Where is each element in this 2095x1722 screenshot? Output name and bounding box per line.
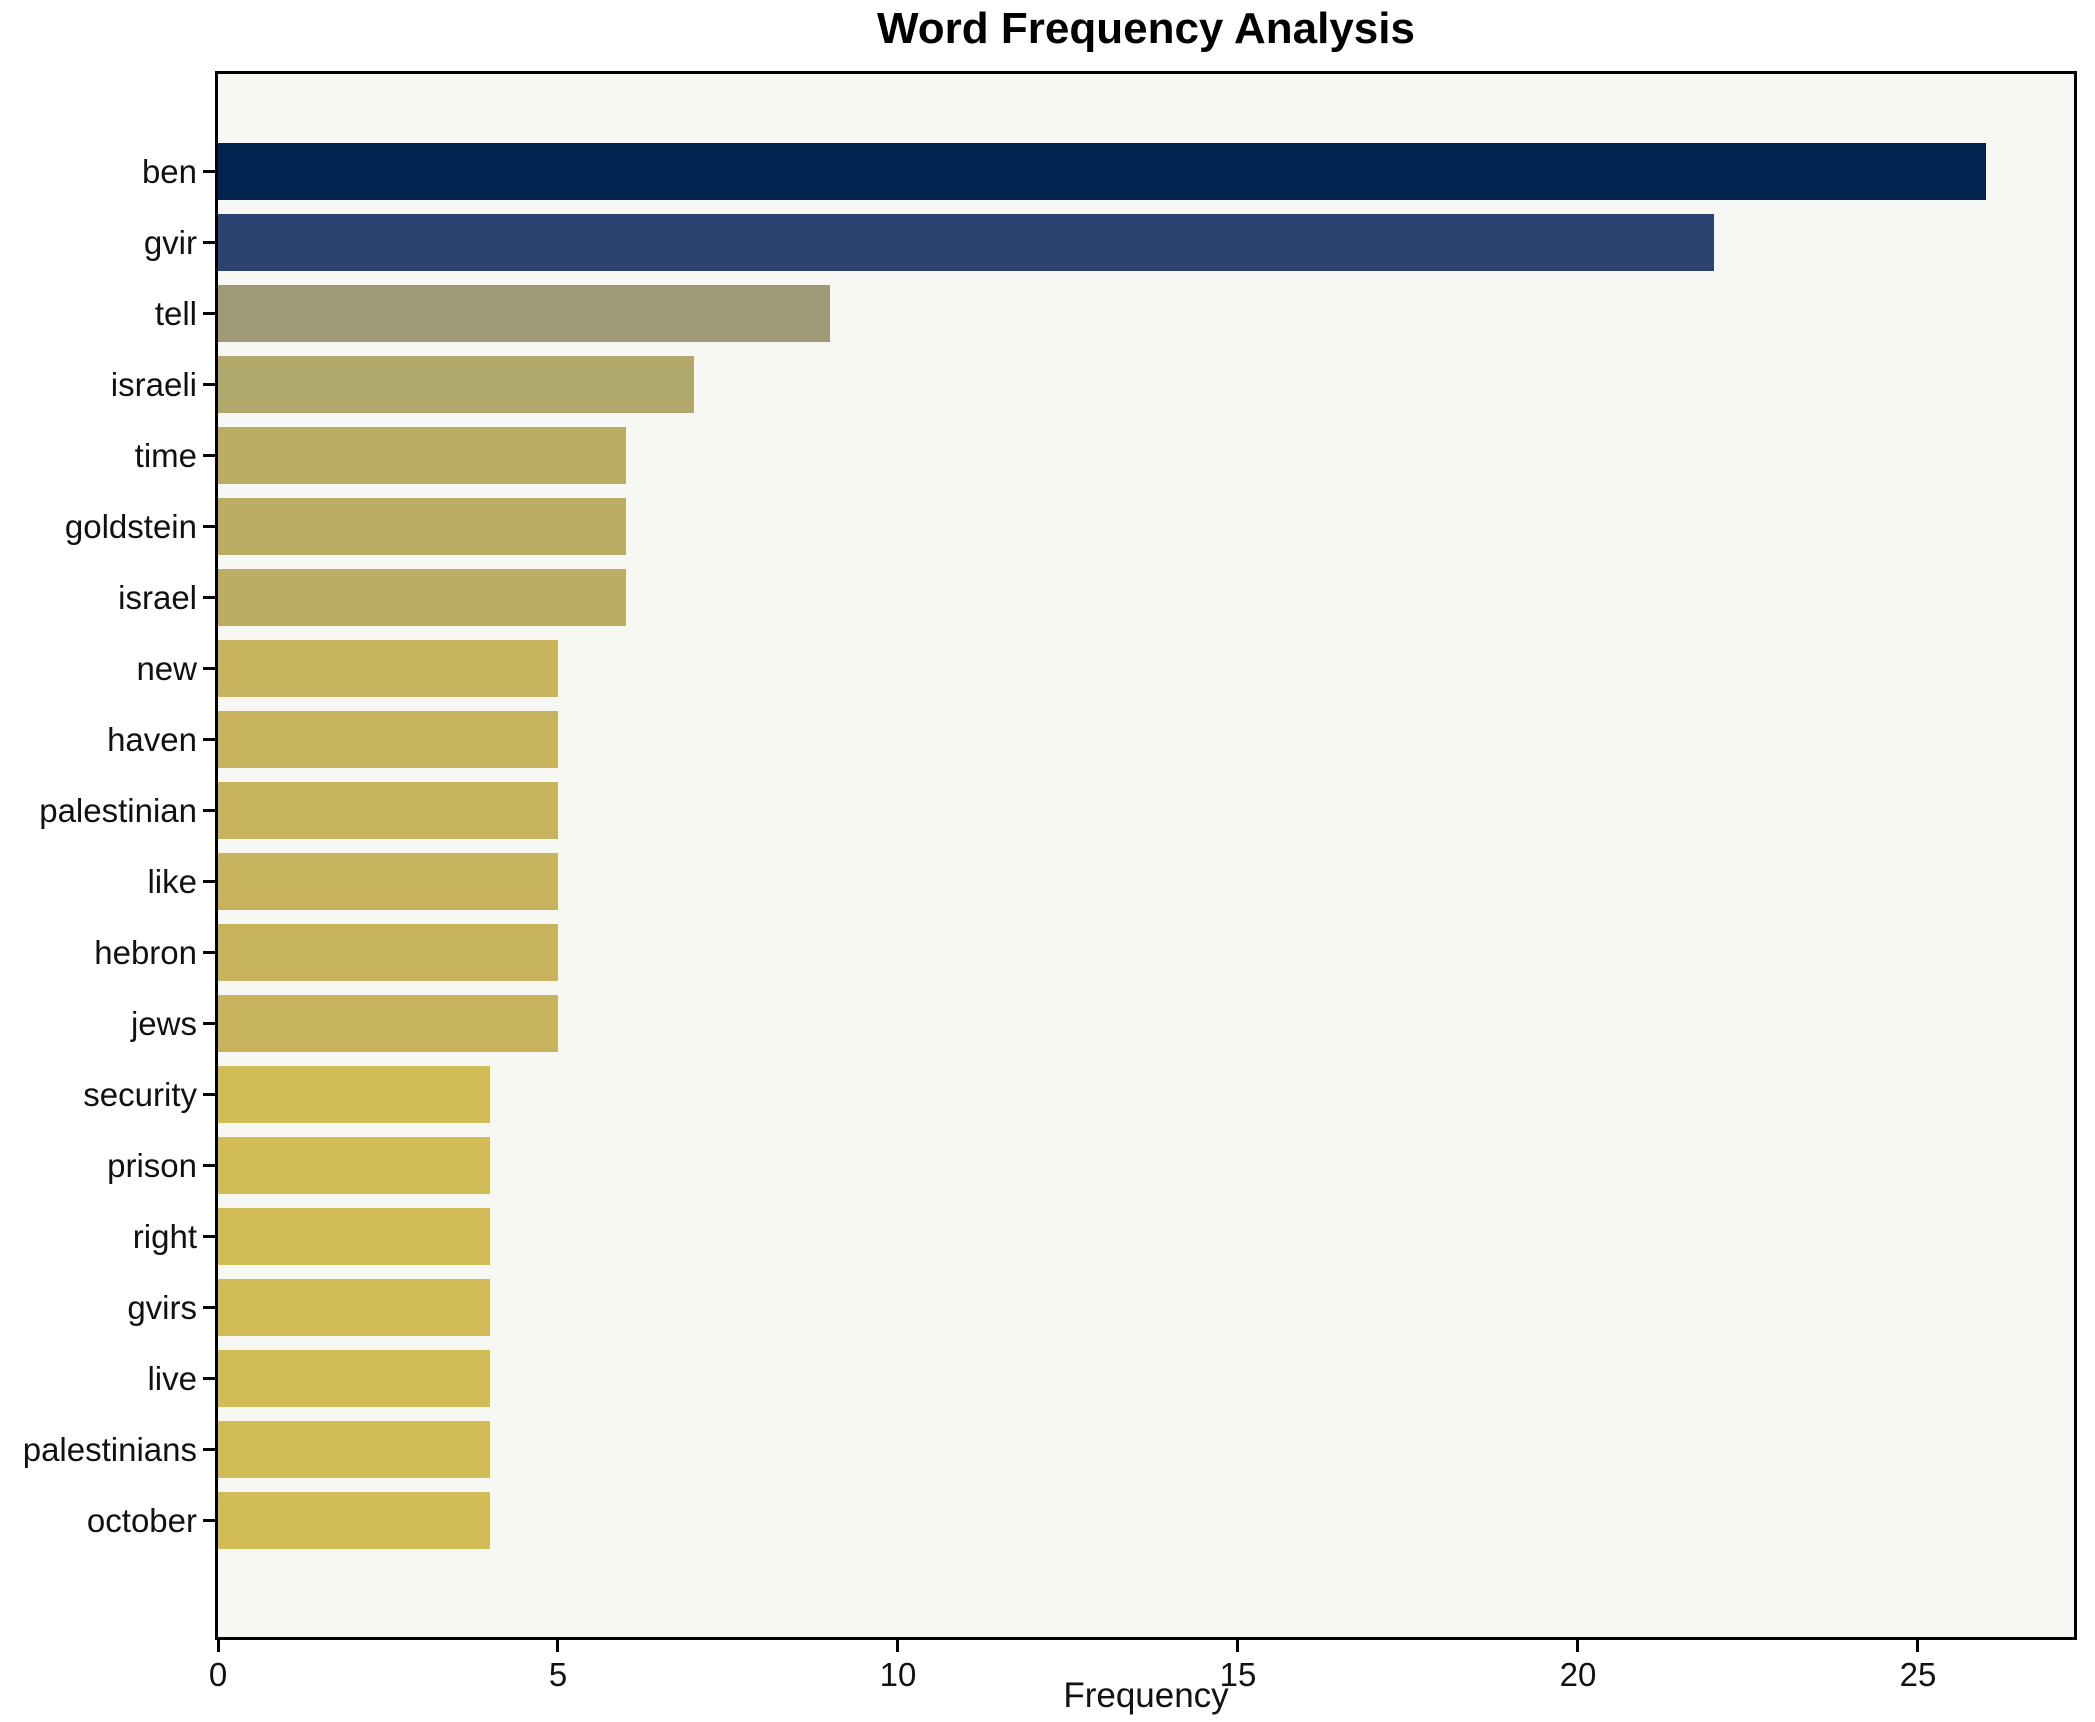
x-tick-mark [1236, 1640, 1239, 1652]
y-tick-label-security: security [83, 1076, 197, 1113]
y-tick-label-october: october [86, 1502, 197, 1539]
y-tick-label-gvirs: gvirs [127, 1289, 197, 1326]
y-tick-mark [203, 170, 215, 173]
bar-israel [218, 569, 626, 626]
x-tick-mark [217, 1640, 220, 1652]
bar-time [218, 427, 626, 484]
bar-gvir [218, 214, 1714, 271]
bar-gvirs [218, 1279, 490, 1336]
y-tick-mark [203, 1093, 215, 1096]
x-tick-mark [896, 1640, 899, 1652]
y-tick-mark [203, 454, 215, 457]
y-tick-label-time: time [134, 437, 197, 474]
y-tick-mark [203, 1519, 215, 1522]
y-tick-label-goldstein: goldstein [64, 508, 197, 545]
y-tick-mark [203, 880, 215, 883]
y-tick-mark [203, 1022, 215, 1025]
x-tick-label-5: 5 [548, 1656, 568, 1693]
y-tick-mark [203, 809, 215, 812]
y-tick-mark [203, 1448, 215, 1451]
bar-live [218, 1350, 490, 1407]
x-tick-label-15: 15 [1219, 1656, 1257, 1693]
y-tick-label-hebron: hebron [94, 934, 197, 971]
x-tick-mark [556, 1640, 559, 1652]
y-tick-mark [203, 1306, 215, 1309]
y-tick-label-haven: haven [107, 721, 197, 758]
bar-security [218, 1066, 490, 1123]
y-tick-label-israel: israel [118, 579, 197, 616]
y-tick-mark [203, 1164, 215, 1167]
x-tick-label-0: 0 [208, 1656, 228, 1693]
x-tick-label-20: 20 [1559, 1656, 1597, 1693]
y-tick-mark [203, 738, 215, 741]
bar-goldstein [218, 498, 626, 555]
y-tick-mark [203, 312, 215, 315]
y-tick-label-like: like [147, 863, 197, 900]
y-tick-label-palestinian: palestinian [39, 792, 197, 829]
bar-new [218, 640, 558, 697]
y-tick-mark [203, 596, 215, 599]
bar-jews [218, 995, 558, 1052]
y-tick-label-tell: tell [154, 295, 197, 332]
bar-palestinians [218, 1421, 490, 1478]
x-tick-label-10: 10 [879, 1656, 917, 1693]
y-tick-mark [203, 383, 215, 386]
y-tick-mark [203, 667, 215, 670]
y-tick-label-israeli: israeli [110, 366, 197, 403]
y-tick-label-new: new [136, 650, 197, 687]
y-tick-mark [203, 1235, 215, 1238]
plot-area [215, 71, 2077, 1640]
y-tick-label-jews: jews [130, 1005, 197, 1042]
bar-october [218, 1492, 490, 1549]
y-tick-mark [203, 951, 215, 954]
y-tick-mark [203, 1377, 215, 1380]
bar-palestinian [218, 782, 558, 839]
y-tick-label-palestinians: palestinians [22, 1431, 197, 1468]
x-tick-mark [1576, 1640, 1579, 1652]
y-tick-label-ben: ben [141, 153, 197, 190]
bar-hebron [218, 924, 558, 981]
x-axis-label: Frequency [1063, 1676, 1229, 1715]
bar-tell [218, 285, 830, 342]
bar-haven [218, 711, 558, 768]
y-tick-label-live: live [147, 1360, 197, 1397]
bar-prison [218, 1137, 490, 1194]
y-tick-label-right: right [132, 1218, 197, 1255]
bar-like [218, 853, 558, 910]
bar-right [218, 1208, 490, 1265]
bar-israeli [218, 356, 694, 413]
bar-ben [218, 143, 1986, 200]
x-tick-mark [1916, 1640, 1919, 1652]
x-tick-label-25: 25 [1899, 1656, 1937, 1693]
y-tick-label-prison: prison [107, 1147, 197, 1184]
y-tick-label-gvir: gvir [143, 224, 197, 261]
y-tick-mark [203, 241, 215, 244]
y-tick-mark [203, 525, 215, 528]
chart-title: Word Frequency Analysis [877, 4, 1415, 53]
